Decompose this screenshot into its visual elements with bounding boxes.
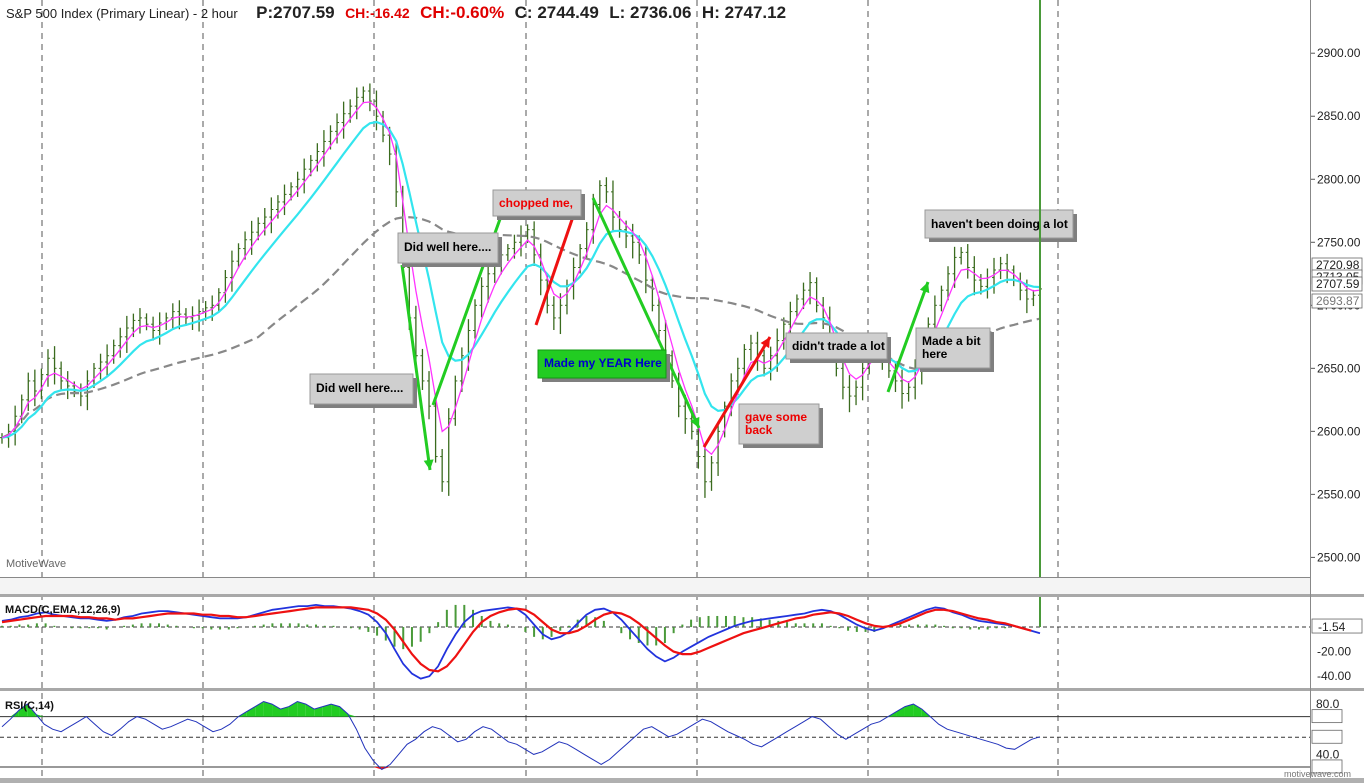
annotation-label: Did well here.... xyxy=(404,240,491,254)
down-arrow-feb-head xyxy=(423,459,434,470)
ema-fast-line xyxy=(1,101,1041,456)
rsi-overbought-fill xyxy=(288,701,298,717)
annotation-label: Made my YEAR Here xyxy=(544,356,662,370)
price-axis-label: 2750.00 xyxy=(1317,235,1361,249)
watermark: MotiveWave xyxy=(6,558,66,570)
rsi-overbought-fill xyxy=(246,706,256,717)
price-axis-label: 2900.00 xyxy=(1317,46,1361,60)
price-axis-label: 2650.00 xyxy=(1317,361,1361,375)
annotation-label: Did well here.... xyxy=(316,381,403,395)
last-value-tag xyxy=(1311,276,1363,292)
sma-long-line xyxy=(1,216,1041,439)
price-axis-label: 2500.00 xyxy=(1317,550,1361,564)
last-value-tag-label: 2720.98 xyxy=(1316,258,1360,272)
rsi-overbought-fill xyxy=(314,706,323,717)
down-arrow-mar xyxy=(591,197,701,429)
annotation-label: didn't trade a lot xyxy=(792,339,885,353)
price-axis-label: 2600.00 xyxy=(1317,424,1361,438)
price-value: P:2707.59 xyxy=(256,3,335,22)
macd-last-tag-label: -1.54 xyxy=(1318,620,1346,634)
low-value: L: 2736.06 xyxy=(609,3,692,22)
annotation-box xyxy=(738,403,820,445)
last-value-tag xyxy=(1311,293,1363,309)
rsi-overbought-fill xyxy=(10,710,19,717)
rsi-overbought-fill xyxy=(297,701,306,717)
macd-line xyxy=(1,603,1041,680)
close-value: C: 2744.49 xyxy=(514,3,599,22)
rsi-overbought-fill xyxy=(348,714,357,717)
last-value-tag-label: 2707.59 xyxy=(1316,277,1360,291)
rsi-overbought-fill xyxy=(904,704,914,717)
rsi-overbought-fill xyxy=(913,704,922,717)
red-arrow-apr xyxy=(702,336,772,448)
annotation-box xyxy=(915,327,991,369)
price-axis-label: 2850.00 xyxy=(1317,109,1361,123)
change-pct-value: CH:-0.60% xyxy=(420,3,505,22)
rsi-line xyxy=(1,700,1041,771)
rsi-overbought-fill xyxy=(331,704,340,717)
annotation-box xyxy=(924,209,1074,239)
rsi-overbought-fill xyxy=(322,704,332,717)
up-arrow-may-head xyxy=(919,282,930,294)
rsi-level-tag xyxy=(1311,709,1343,724)
annotation-label: haven't been doing a lot xyxy=(931,217,1068,231)
annotation-box xyxy=(309,373,414,405)
red-arrow-apr-head xyxy=(760,337,770,349)
annotation-label: chopped me, xyxy=(499,196,573,210)
annotation-box xyxy=(537,349,667,379)
price-axis-label: 2800.00 xyxy=(1317,172,1361,186)
macd-signal-line xyxy=(1,606,1032,673)
annotation-box xyxy=(492,189,582,217)
high-value: H: 2747.12 xyxy=(701,3,787,22)
last-value-tag-label: 2693.87 xyxy=(1316,294,1360,308)
annotation-label: Made a bit here xyxy=(922,334,981,361)
rsi-level-tag xyxy=(1311,759,1343,774)
macd-last-tag xyxy=(1311,618,1363,634)
up-arrow-may xyxy=(886,281,930,393)
rsi-title: RSI(C,14) xyxy=(5,700,54,712)
annotation-box xyxy=(397,232,499,264)
annotation-label: gave some back xyxy=(745,410,807,437)
rsi-overbought-fill xyxy=(272,704,281,717)
rsi-level-tag xyxy=(1311,729,1343,744)
price-axis-label: 2550.00 xyxy=(1317,487,1361,501)
macd-title: MACD(C,EMA,12,26,9) xyxy=(5,604,121,616)
rsi-overbought-fill xyxy=(263,701,273,717)
macd-axis-label: -20.00 xyxy=(1317,645,1351,659)
rsi-axis-label: 80.0 xyxy=(1316,697,1340,711)
rsi-overbought-fill xyxy=(896,706,905,717)
change-value: CH:-16.42 xyxy=(345,5,410,21)
chart-title: S&P 500 Index (Primary Linear) - 2 hour xyxy=(6,6,238,21)
rsi-overbought-fill xyxy=(18,704,28,717)
annotation-box xyxy=(785,332,888,360)
down-arrow-feb xyxy=(400,264,432,471)
macd-axis-label: -40.00 xyxy=(1317,669,1351,683)
chart-header: S&P 500 Index (Primary Linear) - 2 hour … xyxy=(6,3,792,23)
down-arrow-mar-head xyxy=(690,416,700,428)
red-arrow-mar xyxy=(534,204,579,326)
rsi-overbought-fill xyxy=(280,706,289,717)
footer-watermark: motivewave.com xyxy=(1284,769,1351,779)
rsi-overbought-fill xyxy=(305,704,315,717)
rsi-axis-label: 40.0 xyxy=(1316,747,1340,761)
